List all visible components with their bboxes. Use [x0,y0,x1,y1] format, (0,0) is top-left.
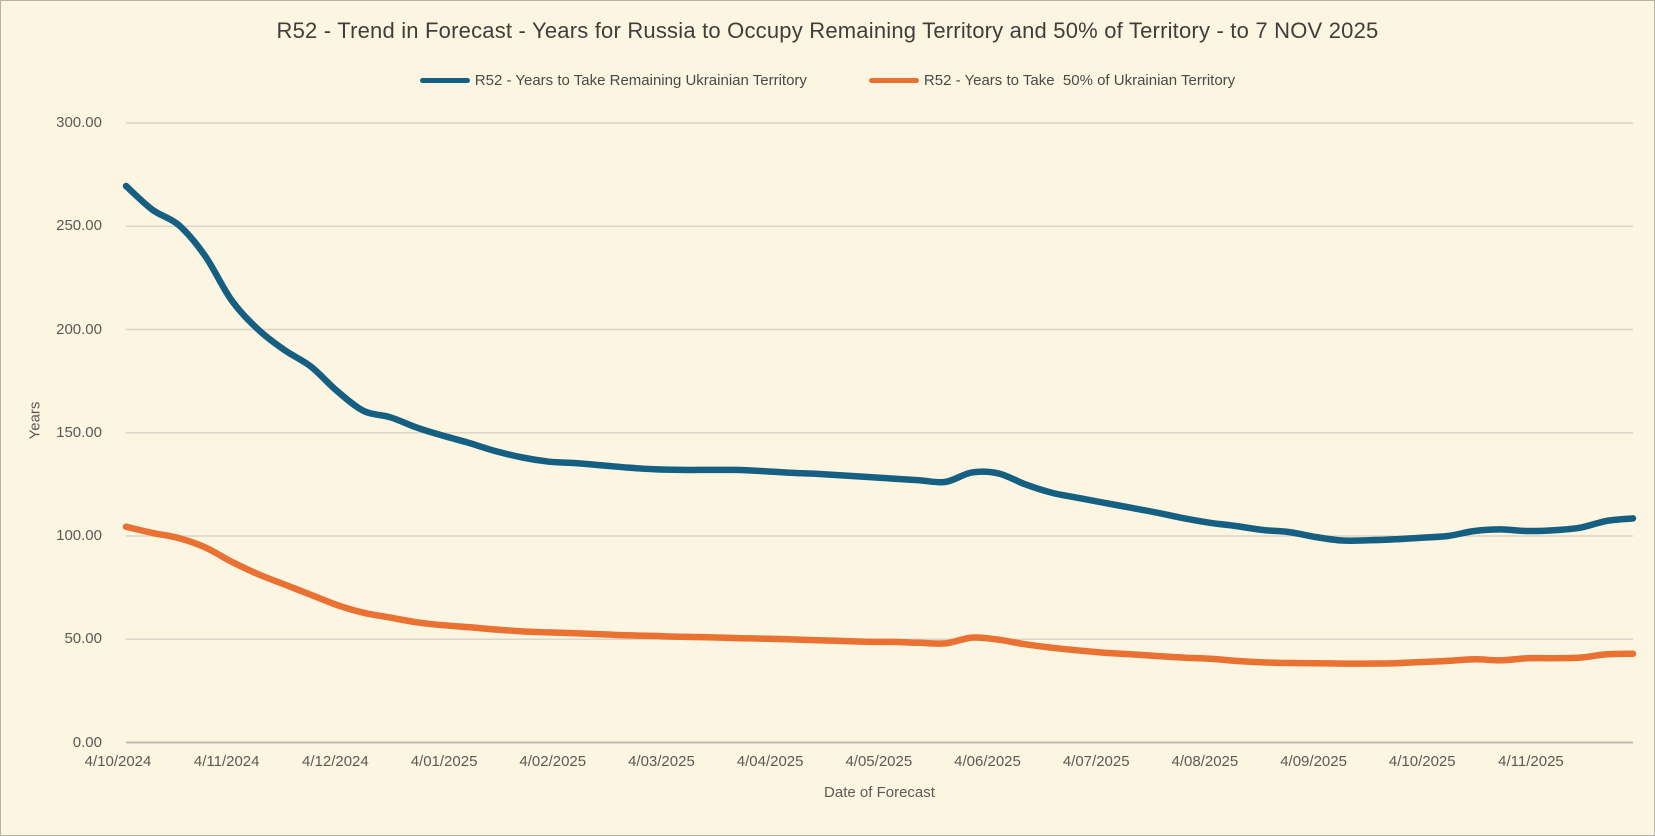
x-tick-label: 4/05/2025 [845,753,913,770]
y-tick-label: 250.00 [56,217,102,235]
x-tick-label: 4/08/2025 [1171,753,1239,770]
legend-label-remaining-territory: R52 - Years to Take Remaining Ukrainian … [474,72,807,89]
y-tick-label: 150.00 [56,423,102,441]
x-tick-label: 4/11/2024 [193,753,260,770]
x-tick-label: 4/03/2025 [628,753,695,770]
legend-item-half-territory: R52 - Years to Take 50% of Ukrainian Ter… [868,72,1236,89]
line-series-half-territory [122,523,1637,667]
x-tick-label: 4/10/2024 [84,753,152,770]
y-tick-label: 100.00 [56,527,102,544]
y-tick-label: 50.00 [64,630,102,648]
legend-line-swatch-orange [868,77,919,84]
chart-title: R52 - Trend in Forecast - Years for Russ… [276,18,1379,43]
x-tick-label: 4/06/2025 [954,753,1021,770]
x-tick-label: 4/09/2025 [1280,753,1347,770]
legend: R52 - Years to Take Remaining Ukrainian … [1,72,1654,89]
x-tick-label: 4/12/2024 [302,753,369,770]
x-tick-label: 4/01/2025 [410,753,478,770]
line-series-remaining-territory [122,182,1637,545]
x-tick-label: 4/10/2025 [1388,753,1456,770]
legend-label-half-territory: R52 - Years to Take 50% of Ukrainian Ter… [923,72,1236,89]
x-tick-label: 4/11/2025 [1498,753,1564,770]
y-tick-label: 0.00 [72,733,102,751]
y-tick-label: 300.00 [56,114,102,131]
x-axis-title: Date of Forecast [824,784,935,801]
y-tick-label: 200.00 [56,320,102,338]
x-tick-label: 4/02/2025 [519,753,587,770]
legend-item-remaining-territory: R52 - Years to Take Remaining Ukrainian … [419,72,807,89]
x-tick-label: 4/04/2025 [736,753,804,770]
x-tick-label: 4/07/2025 [1062,753,1130,770]
legend-line-swatch-blue [419,77,470,84]
